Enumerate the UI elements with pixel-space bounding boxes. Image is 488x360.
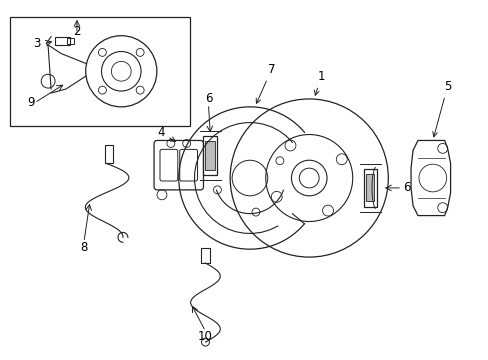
Text: 2: 2 — [73, 25, 81, 38]
Bar — [10, 17, 189, 126]
Text: 10: 10 — [198, 330, 212, 343]
Text: 7: 7 — [256, 63, 275, 103]
Bar — [200, 248, 210, 263]
Bar — [67, 38, 74, 44]
Bar — [205, 141, 215, 170]
Bar — [104, 145, 112, 163]
Text: 8: 8 — [80, 241, 87, 254]
Bar — [203, 135, 217, 175]
Text: 9: 9 — [27, 96, 34, 109]
Bar — [366, 174, 374, 202]
Bar — [55, 37, 70, 45]
Text: 1: 1 — [314, 70, 324, 95]
Text: 3: 3 — [33, 37, 41, 50]
Text: 6: 6 — [204, 93, 212, 105]
Text: 5: 5 — [432, 80, 450, 137]
Bar — [364, 169, 376, 207]
Text: 6: 6 — [402, 181, 410, 194]
Text: 4: 4 — [157, 126, 175, 141]
